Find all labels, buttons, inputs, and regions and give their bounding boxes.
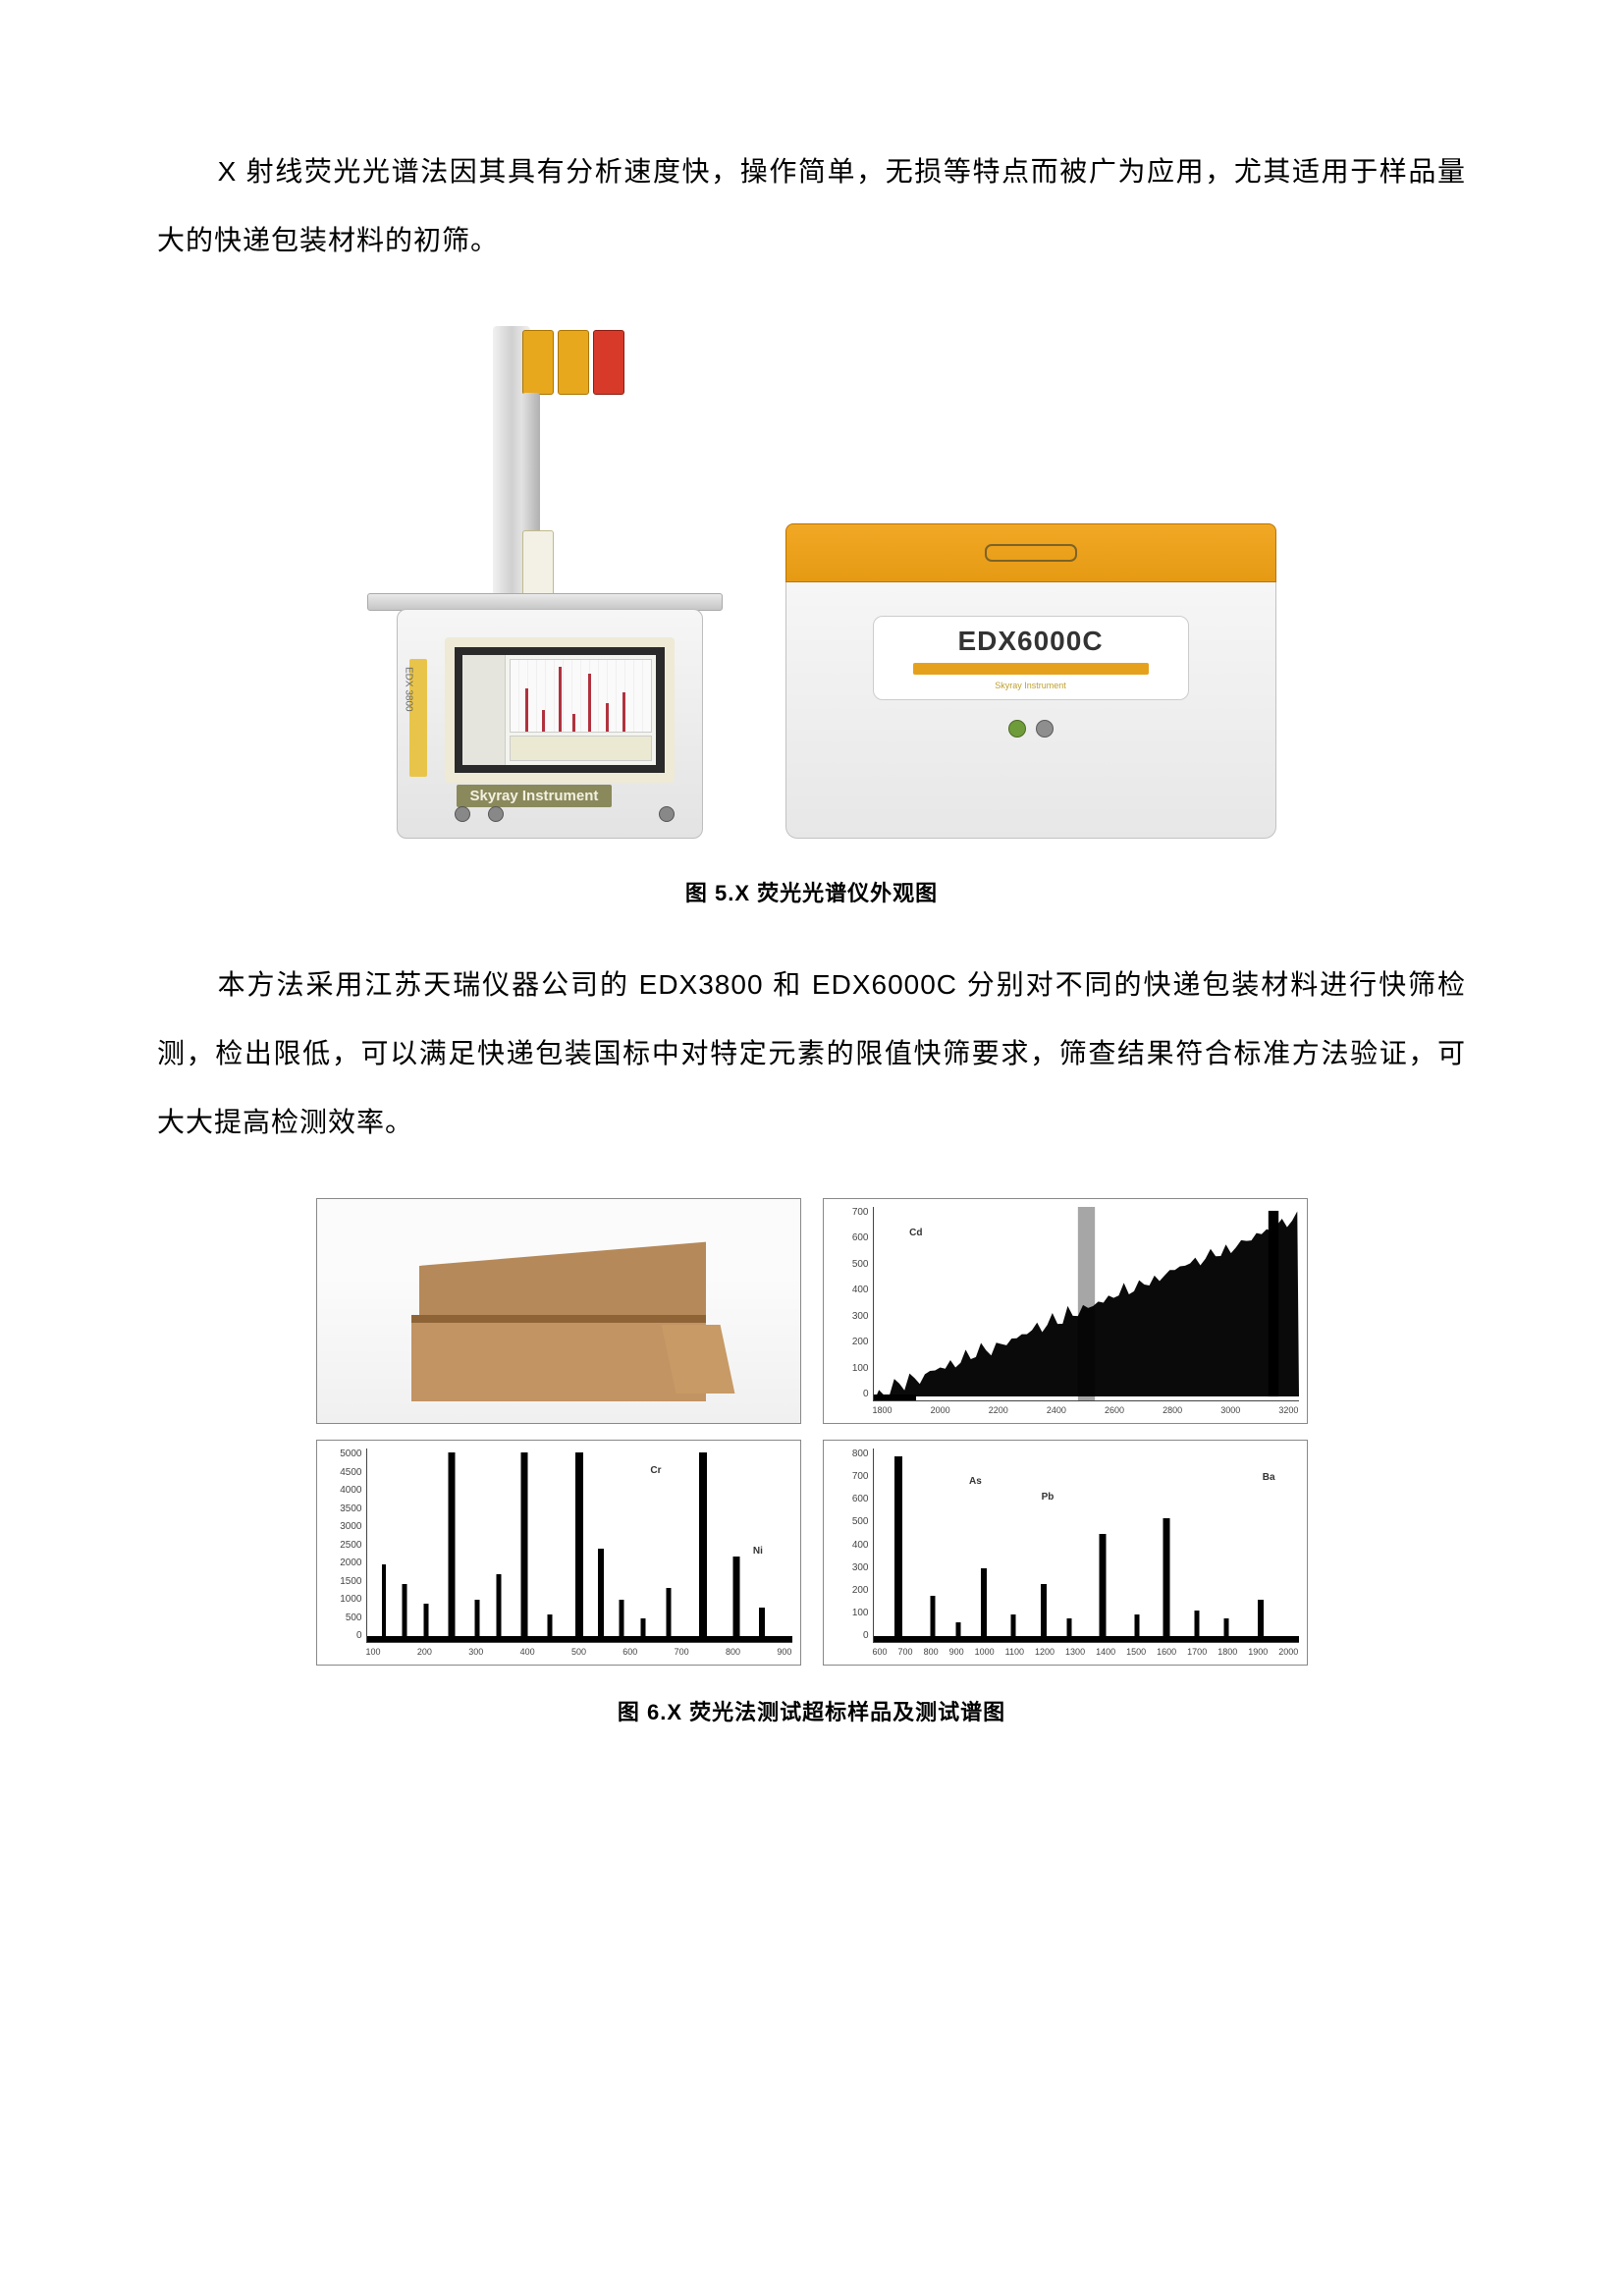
brand-bar — [913, 663, 1149, 675]
plot-area: CrNi — [366, 1449, 792, 1643]
instrument-body: EDX6000C Skyray Instrument — [785, 582, 1276, 839]
figure-5-caption: 图 5.X 荧光光谱仪外观图 — [157, 876, 1466, 907]
page: X 射线荧光光谱法因其具有分析速度快，操作简单，无损等特点而被广为应用，尤其适用… — [0, 0, 1623, 2296]
probe-head — [522, 330, 650, 399]
y-axis-ticks: 7006005004003002001000 — [828, 1207, 869, 1399]
mini-spectrum — [510, 659, 652, 733]
front-plate: EDX6000C Skyray Instrument — [873, 616, 1189, 700]
panel-sample-photo — [316, 1198, 801, 1424]
spectrum-panel-as-pb-ba: 8007006005004003002001000 AsPbBa 6007008… — [823, 1440, 1308, 1666]
paragraph-2: 本方法采用江苏天瑞仪器公司的 EDX3800 和 EDX6000C 分别对不同的… — [157, 951, 1466, 1157]
figure-6: 7006005004003002001000 Cd 18002000220024… — [316, 1198, 1308, 1666]
lid-handle — [985, 544, 1077, 562]
plot-area: Cd — [873, 1207, 1299, 1401]
x-axis-ticks: 100200300400500600700800900 — [366, 1647, 792, 1661]
x-axis-ticks: 18002000220024002600280030003200 — [873, 1405, 1299, 1419]
instrument-lid — [785, 523, 1276, 582]
control-knobs — [455, 806, 675, 822]
instrument-edx6000c: EDX6000C Skyray Instrument — [785, 523, 1276, 839]
y-axis-ticks: 5000450040003500300025002000150010005000 — [321, 1449, 362, 1641]
model-label: EDX 3800 — [404, 667, 414, 712]
instrument-body: EDX 3800 — [397, 609, 703, 839]
brand-text: Skyray Instrument — [995, 681, 1066, 690]
x-axis-ticks: 6007008009001000110012001300140015001600… — [873, 1647, 1299, 1661]
cardboard-box — [411, 1254, 706, 1401]
figure-6-caption: 图 6.X 荧光法测试超标样品及测试谱图 — [157, 1695, 1466, 1726]
figure-5: EDX 3800 — [157, 316, 1466, 847]
model-label: EDX6000C — [957, 626, 1103, 657]
instrument-edx3800: EDX 3800 — [348, 316, 750, 847]
y-axis-ticks: 8007006005004003002001000 — [828, 1449, 869, 1641]
ports — [1008, 720, 1054, 738]
spectrum-panel-cd: 7006005004003002001000 Cd 18002000220024… — [823, 1198, 1308, 1424]
spectrum-panel-cr-ni: 5000450040003500300025002000150010005000… — [316, 1440, 801, 1666]
plot-area: AsPbBa — [873, 1449, 1299, 1643]
brand-badge: Skyray Instrument — [457, 785, 613, 807]
probe-tip — [522, 530, 554, 599]
touchscreen — [445, 637, 675, 783]
paragraph-1: X 射线荧光光谱法因其具有分析速度快，操作简单，无损等特点而被广为应用，尤其适用… — [157, 137, 1466, 275]
